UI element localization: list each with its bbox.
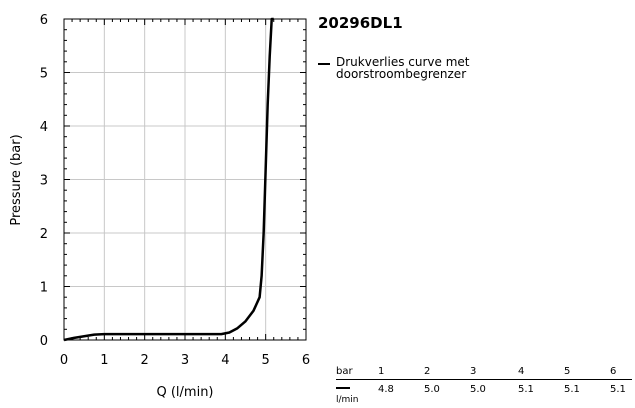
- table-cell-pressure: 2: [424, 366, 431, 377]
- y-tick-label: 2: [40, 227, 48, 242]
- table-cell-flow: 5.0: [424, 384, 440, 395]
- y-tick-labels: 0 1 2 3 4 5 6: [40, 13, 48, 349]
- x-tick-label: 3: [181, 353, 189, 368]
- table-cell-flow: 5.1: [610, 384, 626, 395]
- x-tick-label: 0: [60, 353, 68, 368]
- table-row-pressure: bar 1 2 3 4 5 6: [336, 366, 632, 380]
- table-cell-pressure: 1: [378, 366, 385, 377]
- legend: Drukverlies curve met doorstroombegrenze…: [318, 56, 526, 80]
- y-tick-label: 6: [40, 13, 48, 28]
- ticks: [63, 18, 307, 341]
- table-header-lmin: l/min: [336, 395, 359, 405]
- x-tick-label: 2: [141, 353, 149, 368]
- y-tick-label: 3: [40, 174, 48, 189]
- y-tick-label: 5: [40, 67, 48, 82]
- x-tick-labels: 0 1 2 3 4 5 6: [60, 353, 310, 368]
- pressure-flow-chart: 0 1 2 3 4 5 6 0 1 2 3 4 5 6 Q (l/min) Pressure (bar): [9, 13, 310, 400]
- legend-entry: Drukverlies curve met doorstroombegrenze…: [336, 55, 470, 81]
- x-tick-label: 1: [100, 353, 108, 368]
- table-row-flow: l/min 4.8 5.0 5.0 5.1 5.1 5.1: [336, 380, 632, 408]
- x-tick-label: 4: [221, 353, 229, 368]
- table-cell-flow: 5.0: [470, 384, 486, 395]
- table-header-bar: bar: [336, 366, 353, 377]
- table-cell-pressure: 3: [470, 366, 477, 377]
- legend-swatch: [318, 63, 330, 65]
- y-tick-label: 1: [40, 281, 48, 296]
- table-cell-flow: 4.8: [378, 384, 394, 395]
- table-cell-pressure: 6: [610, 366, 617, 377]
- x-axis-label: Q (l/min): [156, 385, 213, 400]
- series-line-drukverlies: [63, 17, 274, 342]
- y-tick-label: 0: [40, 334, 48, 349]
- table-cell-pressure: 5: [564, 366, 571, 377]
- chart-title: 20296DL1: [318, 14, 403, 32]
- table-cell-flow: 5.1: [518, 384, 534, 395]
- y-tick-label: 4: [40, 120, 48, 135]
- table-unit-swatch: [336, 387, 350, 389]
- y-axis-label: Pressure (bar): [9, 134, 24, 225]
- x-tick-label: 6: [302, 353, 310, 368]
- table-cell-pressure: 4: [518, 366, 525, 377]
- table-cell-flow: 5.1: [564, 384, 580, 395]
- x-tick-label: 5: [262, 353, 270, 368]
- table-divider: [336, 379, 632, 380]
- pressure-flow-table: bar 1 2 3 4 5 6 l/min 4.8 5.0 5.0 5.1 5.…: [336, 366, 632, 408]
